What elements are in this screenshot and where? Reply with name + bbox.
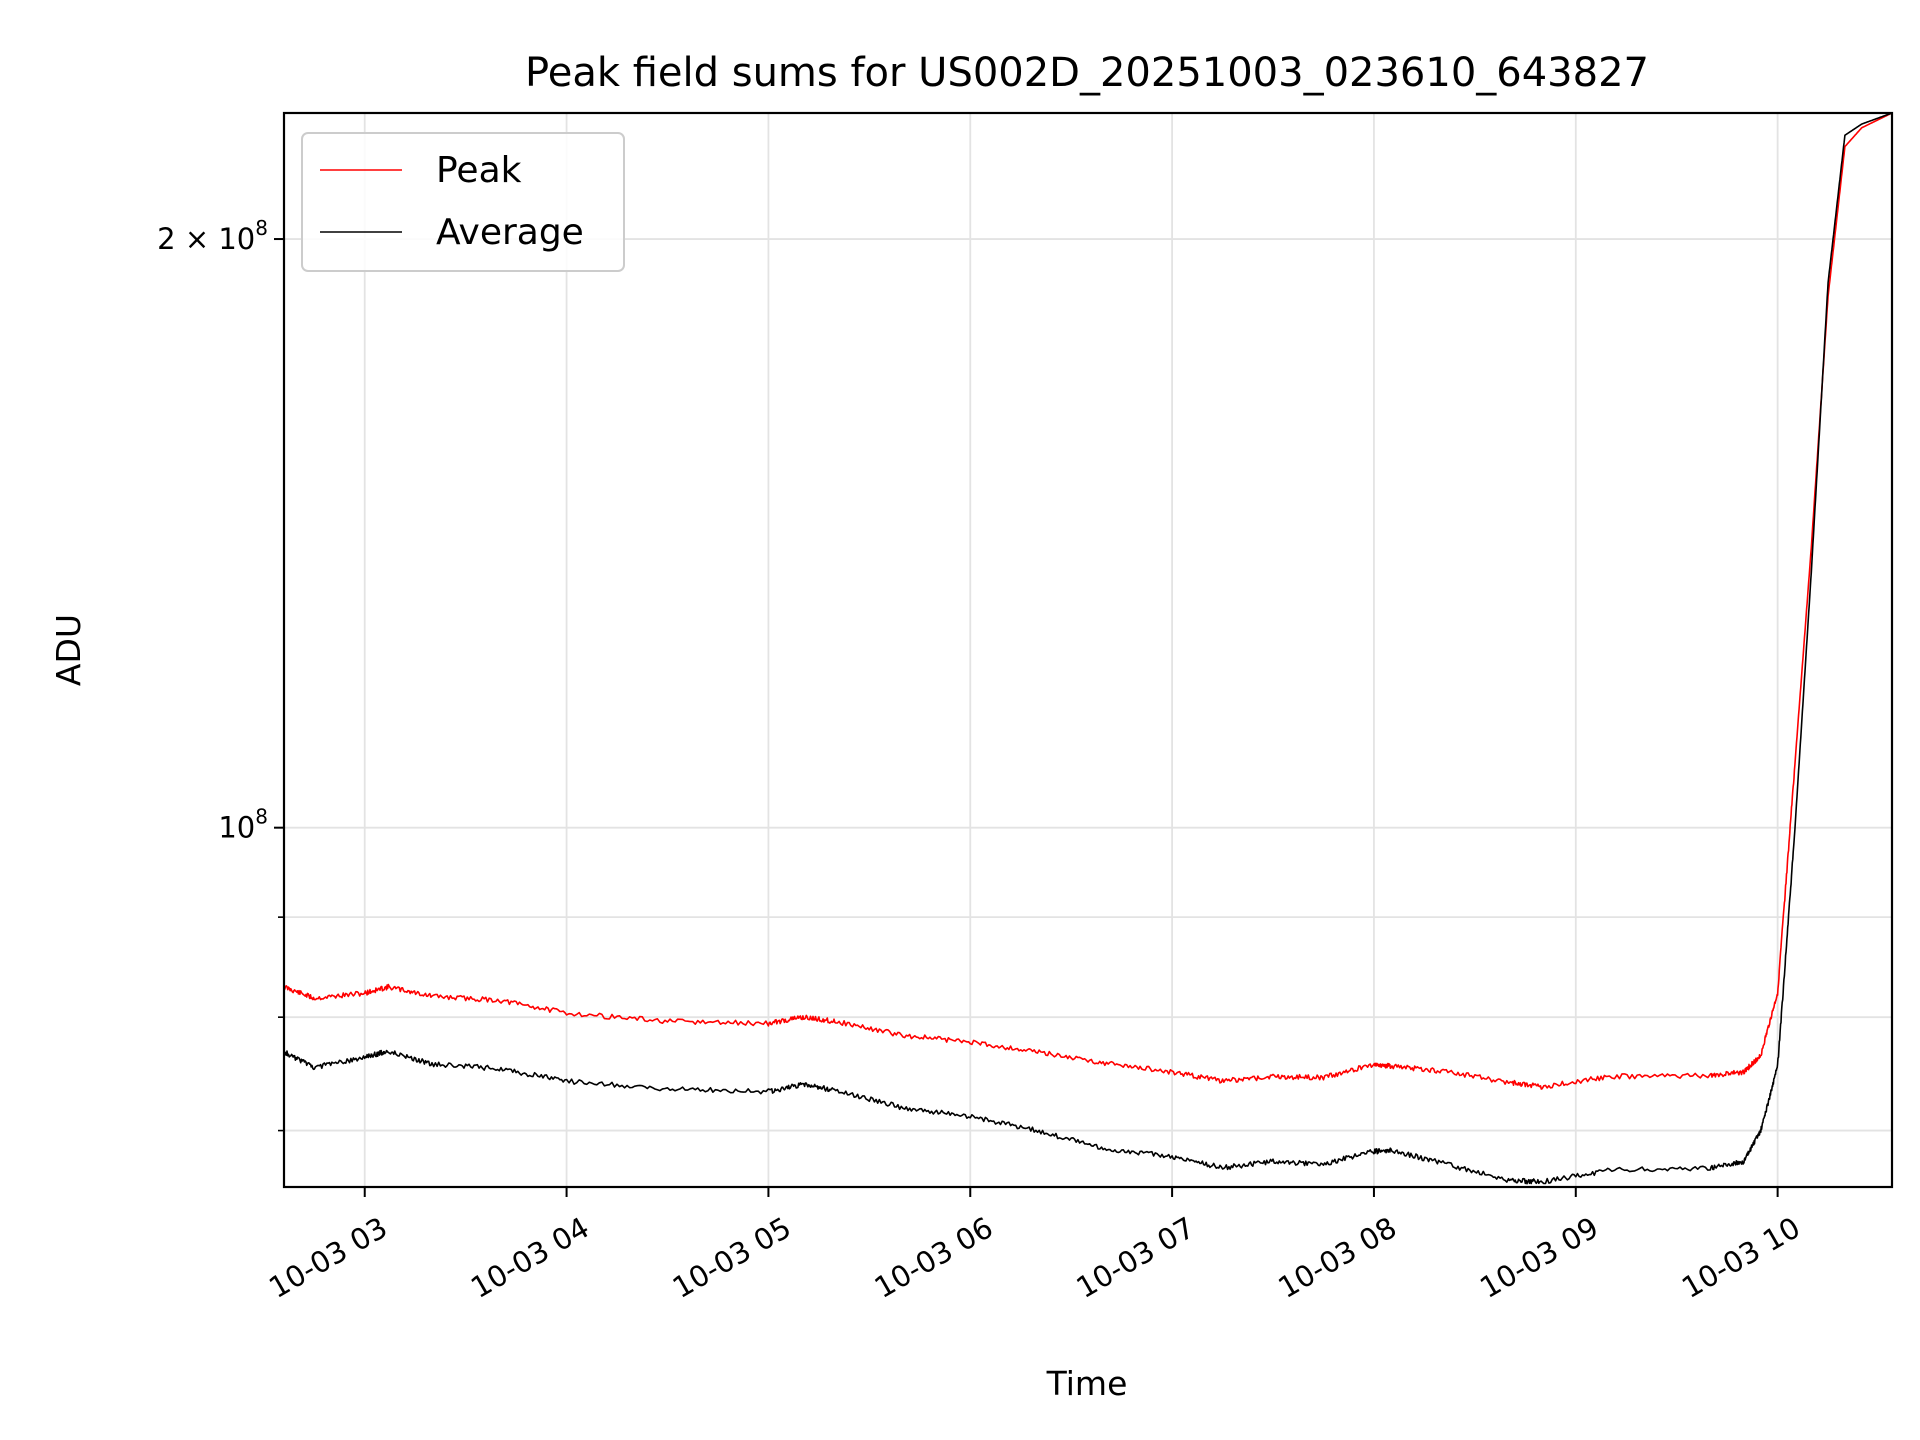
y-tick-label: 2 × 108 <box>157 216 268 256</box>
series-lines <box>283 112 1893 1185</box>
y-axis-ticks: 2 × 108 108 <box>157 216 284 1132</box>
grid-lines <box>284 113 1892 1187</box>
legend: Peak Average <box>301 132 625 272</box>
y-axis-label: ADU <box>49 614 88 686</box>
y-tick-label: 108 <box>218 805 268 845</box>
legend-label: Peak <box>436 150 522 191</box>
x-axis-label: Time <box>1046 1364 1128 1403</box>
series-line-peak <box>283 112 1893 1090</box>
legend-label: Average <box>436 212 584 253</box>
series-line-average <box>283 112 1893 1185</box>
legend-box <box>301 132 625 272</box>
plot-frame <box>282 111 1894 1189</box>
chart-title: Peak field sums for US002D_20251003_0236… <box>525 50 1649 96</box>
